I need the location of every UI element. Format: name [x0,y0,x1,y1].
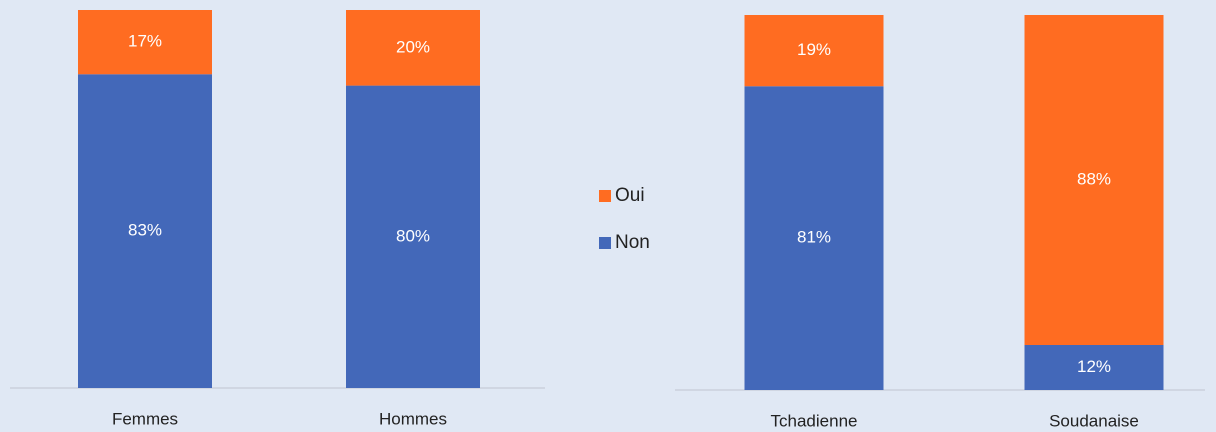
bar-segment [346,85,480,388]
bar-segment [78,74,212,388]
data-label: 19% [797,40,831,59]
legend-swatch [599,237,611,249]
x-tick-label: Tchadienne [771,411,858,430]
legend-label: Oui [615,185,645,206]
data-label: 20% [396,37,430,56]
bar-segment [78,10,212,75]
x-tick-label: Femmes [112,409,178,428]
data-label: 81% [797,228,831,247]
legend-swatch [599,190,611,202]
bar-segment [744,86,884,390]
data-label: 17% [128,32,162,51]
data-label: 83% [128,221,162,240]
legend-label: Non [615,232,650,253]
data-label: 80% [396,226,430,245]
bar-segment [1024,15,1164,345]
bar-segment [1024,345,1164,390]
x-tick-label: Soudanaise [1049,411,1139,430]
data-label: 88% [1077,169,1111,188]
bar-segment [346,10,480,86]
bar-segment [744,15,884,87]
x-tick-label: Hommes [379,409,447,428]
data-label: 12% [1077,357,1111,376]
